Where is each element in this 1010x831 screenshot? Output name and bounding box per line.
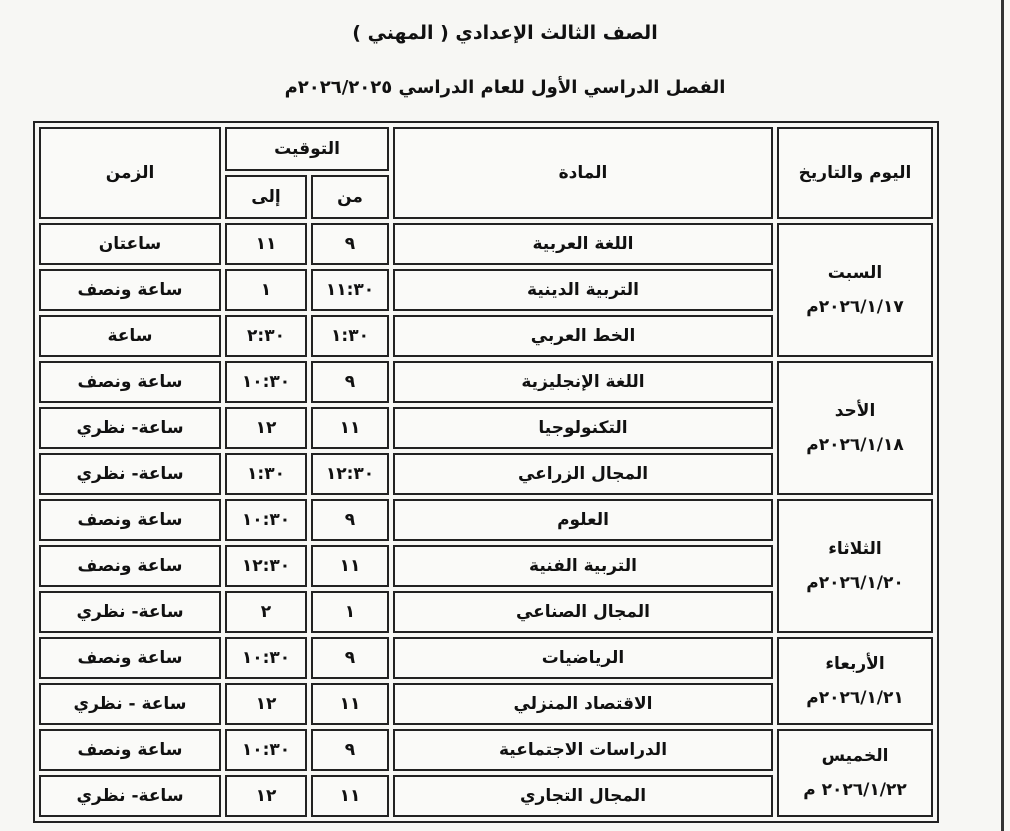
subject-cell: العلوم [393,499,773,541]
column-header-subject: المادة [393,127,773,219]
exam-date: ٢٠٢٦/١/١٨م [806,435,904,455]
from-time-cell: ١١:٣٠ [311,269,389,311]
exam-date: ٢٠٢٦/١/٢١م [806,688,904,708]
from-time-cell: ٩ [311,637,389,679]
to-time-cell: ١٠:٣٠ [225,361,307,403]
to-time-cell: ١١ [225,223,307,265]
subject-cell: الخط العربي [393,315,773,357]
day-date-cell: الأربعاء ٢٠٢٦/١/٢١م [777,637,933,725]
day-name: الأحد [834,401,876,421]
to-time-cell: ١٠:٣٠ [225,637,307,679]
table-row: المجال الصناعي ١ ٢ ساعة- نظري [39,591,933,633]
duration-cell: ساعة ونصف [39,269,221,311]
from-time-cell: ١:٣٠ [311,315,389,357]
exam-date: ٢٠٢٦/١/٢٢ م [803,780,907,800]
duration-cell: ساعة ونصف [39,729,221,771]
table-row: التربية الدينية ١١:٣٠ ١ ساعة ونصف [39,269,933,311]
subject-cell: التربية الفنية [393,545,773,587]
table-row: الأربعاء ٢٠٢٦/١/٢١م الرياضيات ٩ ١٠:٣٠ ساعة ون… [39,637,933,725]
subject-cell: المجال الصناعي [393,591,773,633]
day-date-cell: الثلاثاء ٢٠٢٦/١/٢٠م [777,499,933,633]
from-time-cell: ١٢:٣٠ [311,453,389,495]
exam-date: ٢٠٢٦/١/١٧م [806,297,904,317]
from-time-cell: ٩ [311,729,389,771]
table-row: الأحد ٢٠٢٦/١/١٨م اللغة الإنجليزية ٩ ١٠:٣٠ ساع… [39,361,933,495]
from-time-cell: ١ [311,591,389,633]
header-subrow: من إلى [39,175,933,219]
to-time-cell: ١:٣٠ [225,453,307,495]
document-title: الصف الثالث الإعدادي ( المهني ) [352,22,658,44]
from-time-cell: ١١ [311,545,389,587]
duration-cell: ساعة- نظري [39,453,221,495]
subject-cell: الاقتصاد المنزلي [393,683,773,725]
column-header-to: إلى [225,175,307,219]
subject-cell: اللغة الإنجليزية [393,361,773,403]
to-time-cell: ١ [225,269,307,311]
to-time-cell: ١٢ [225,407,307,449]
to-time-cell: ٢ [225,591,307,633]
subject-cell: المجال التجاري [393,775,773,817]
from-time-cell: ٩ [311,361,389,403]
duration-cell: ساعة ونصف [39,637,221,679]
day-name: السبت [827,263,883,283]
duration-cell: ساعة- نظري [39,591,221,633]
subject-cell: التربية الدينية [393,269,773,311]
day-name: الخميس [821,746,889,766]
subject-cell: المجال الزراعي [393,453,773,495]
exam-schedule-table: اليوم والتاريخ المادة التوقيت الزمن من إ… [33,121,939,823]
to-time-cell: ٢:٣٠ [225,315,307,357]
day-name: الأربعاء [825,654,885,674]
from-time-cell: ١١ [311,683,389,725]
to-time-cell: ١٢:٣٠ [225,545,307,587]
duration-cell: ساعة ونصف [39,499,221,541]
from-time-cell: ١١ [311,775,389,817]
column-header-duration: الزمن [39,127,221,219]
table-row: الاقتصاد المنزلي ١١ ١٢ ساعة - نظري [39,683,933,725]
duration-cell: ساعة [39,315,221,357]
from-time-cell: ٩ [311,499,389,541]
from-time-cell: ٩ [311,223,389,265]
table-row: التكنولوجيا ١١ ١٢ ساعة- نظري [39,407,933,449]
document-subtitle: الفصل الدراسي الأول للعام الدراسي ٢٠٢٦/٢… [284,77,726,98]
subject-cell: اللغة العربية [393,223,773,265]
table-row: السبت ٢٠٢٦/١/١٧م اللغة العربية ٩ ١١ ساعتان [39,223,933,357]
duration-cell: ساعة- نظري [39,775,221,817]
day-date-cell: الخميس ٢٠٢٦/١/٢٢ م [777,729,933,817]
table-row: الخميس ٢٠٢٦/١/٢٢ م الدراسات الاجتماعية ٩ ١٠:… [39,729,933,817]
duration-cell: ساعة - نظري [39,683,221,725]
exam-date: ٢٠٢٦/١/٢٠م [806,573,904,593]
subject-cell: التكنولوجيا [393,407,773,449]
to-time-cell: ١٢ [225,775,307,817]
duration-cell: ساعتان [39,223,221,265]
subject-cell: الرياضيات [393,637,773,679]
table-row: التربية الفنية ١١ ١٢:٣٠ ساعة ونصف [39,545,933,587]
page-edge-line [1001,0,1004,831]
day-date-cell: السبت ٢٠٢٦/١/١٧م [777,223,933,357]
duration-cell: ساعة ونصف [39,361,221,403]
table-row: الثلاثاء ٢٠٢٦/١/٢٠م العلوم ٩ ١٠:٣٠ ساعة ونصف [39,499,933,633]
duration-cell: ساعة- نظري [39,407,221,449]
column-header-day: اليوم والتاريخ [777,127,933,219]
table-row: الخط العربي ١:٣٠ ٢:٣٠ ساعة [39,315,933,357]
from-time-cell: ١١ [311,407,389,449]
to-time-cell: ١٠:٣٠ [225,499,307,541]
to-time-cell: ١٢ [225,683,307,725]
header-row: اليوم والتاريخ المادة التوقيت الزمن [39,127,933,219]
table-row: المجال الزراعي ١٢:٣٠ ١:٣٠ ساعة- نظري [39,453,933,495]
day-date-cell: الأحد ٢٠٢٦/١/١٨م [777,361,933,495]
column-header-from: من [311,175,389,219]
duration-cell: ساعة ونصف [39,545,221,587]
subject-cell: الدراسات الاجتماعية [393,729,773,771]
to-time-cell: ١٠:٣٠ [225,729,307,771]
table-row: المجال التجاري ١١ ١٢ ساعة- نظري [39,775,933,817]
day-name: الثلاثاء [828,539,882,559]
column-header-timing: التوقيت [225,127,389,171]
